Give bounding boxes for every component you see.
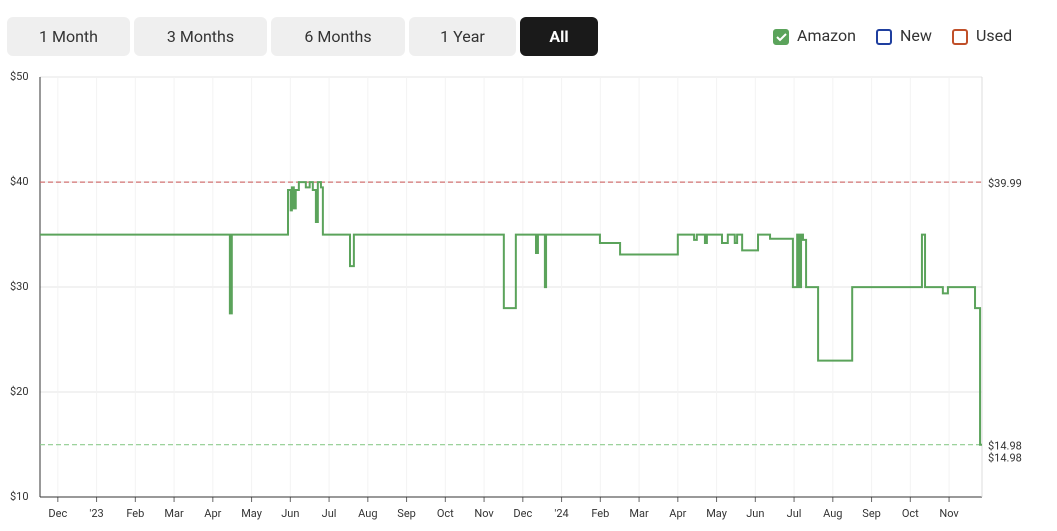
- legend-label: Amazon: [797, 26, 856, 45]
- x-tick-label: '23: [89, 507, 103, 520]
- x-tick-label: Mar: [164, 507, 184, 520]
- x-tick-label: May: [706, 507, 728, 520]
- x-tick-label: Nov: [939, 507, 959, 520]
- x-tick-label: Jul: [322, 507, 337, 520]
- x-tick-label: Dec: [513, 507, 532, 520]
- legend-checkbox: [773, 29, 789, 45]
- x-tick-label: Oct: [437, 507, 454, 520]
- end-label: $14.98: [988, 452, 1022, 465]
- reference-label: $39.99: [988, 177, 1022, 190]
- price-line: [40, 181, 982, 446]
- x-tick-label: Feb: [126, 507, 144, 520]
- x-tick-label: Apr: [669, 507, 686, 520]
- x-tick-label: Nov: [474, 507, 494, 520]
- y-tick-label: $30: [10, 280, 29, 293]
- legend-item[interactable]: New: [876, 26, 932, 45]
- range-button[interactable]: 1 Year: [409, 17, 516, 56]
- legend-label: Used: [976, 26, 1012, 45]
- x-tick-label: Dec: [48, 507, 67, 520]
- range-button[interactable]: All: [520, 17, 598, 56]
- x-tick-label: Feb: [591, 507, 609, 520]
- legend-checkbox: [952, 29, 968, 45]
- x-tick-label: Sep: [862, 507, 881, 520]
- x-tick-label: '24: [554, 507, 568, 520]
- x-tick-label: Aug: [358, 507, 377, 520]
- x-tick-label: Apr: [204, 507, 221, 520]
- legend-item[interactable]: Amazon: [773, 26, 856, 45]
- y-tick-label: $10: [10, 490, 29, 503]
- x-tick-label: Oct: [902, 507, 919, 520]
- x-tick-label: May: [241, 507, 263, 520]
- x-tick-label: Aug: [823, 507, 842, 520]
- x-tick-label: Jun: [281, 507, 299, 520]
- x-tick-label: Jun: [746, 507, 764, 520]
- legend-checkbox: [876, 29, 892, 45]
- range-button[interactable]: 3 Months: [134, 17, 267, 56]
- y-tick-label: $50: [10, 70, 29, 83]
- y-tick-label: $40: [10, 175, 29, 188]
- range-button[interactable]: 1 Month: [7, 17, 130, 56]
- legend-item[interactable]: Used: [952, 26, 1012, 45]
- x-tick-label: Mar: [629, 507, 649, 520]
- range-button[interactable]: 6 Months: [271, 17, 405, 56]
- reference-label: $14.98: [988, 440, 1022, 453]
- check-mark: [776, 33, 787, 42]
- x-tick-label: Jul: [787, 507, 802, 520]
- legend-label: New: [900, 26, 932, 45]
- x-tick-label: Sep: [397, 507, 416, 520]
- y-tick-label: $20: [10, 385, 29, 398]
